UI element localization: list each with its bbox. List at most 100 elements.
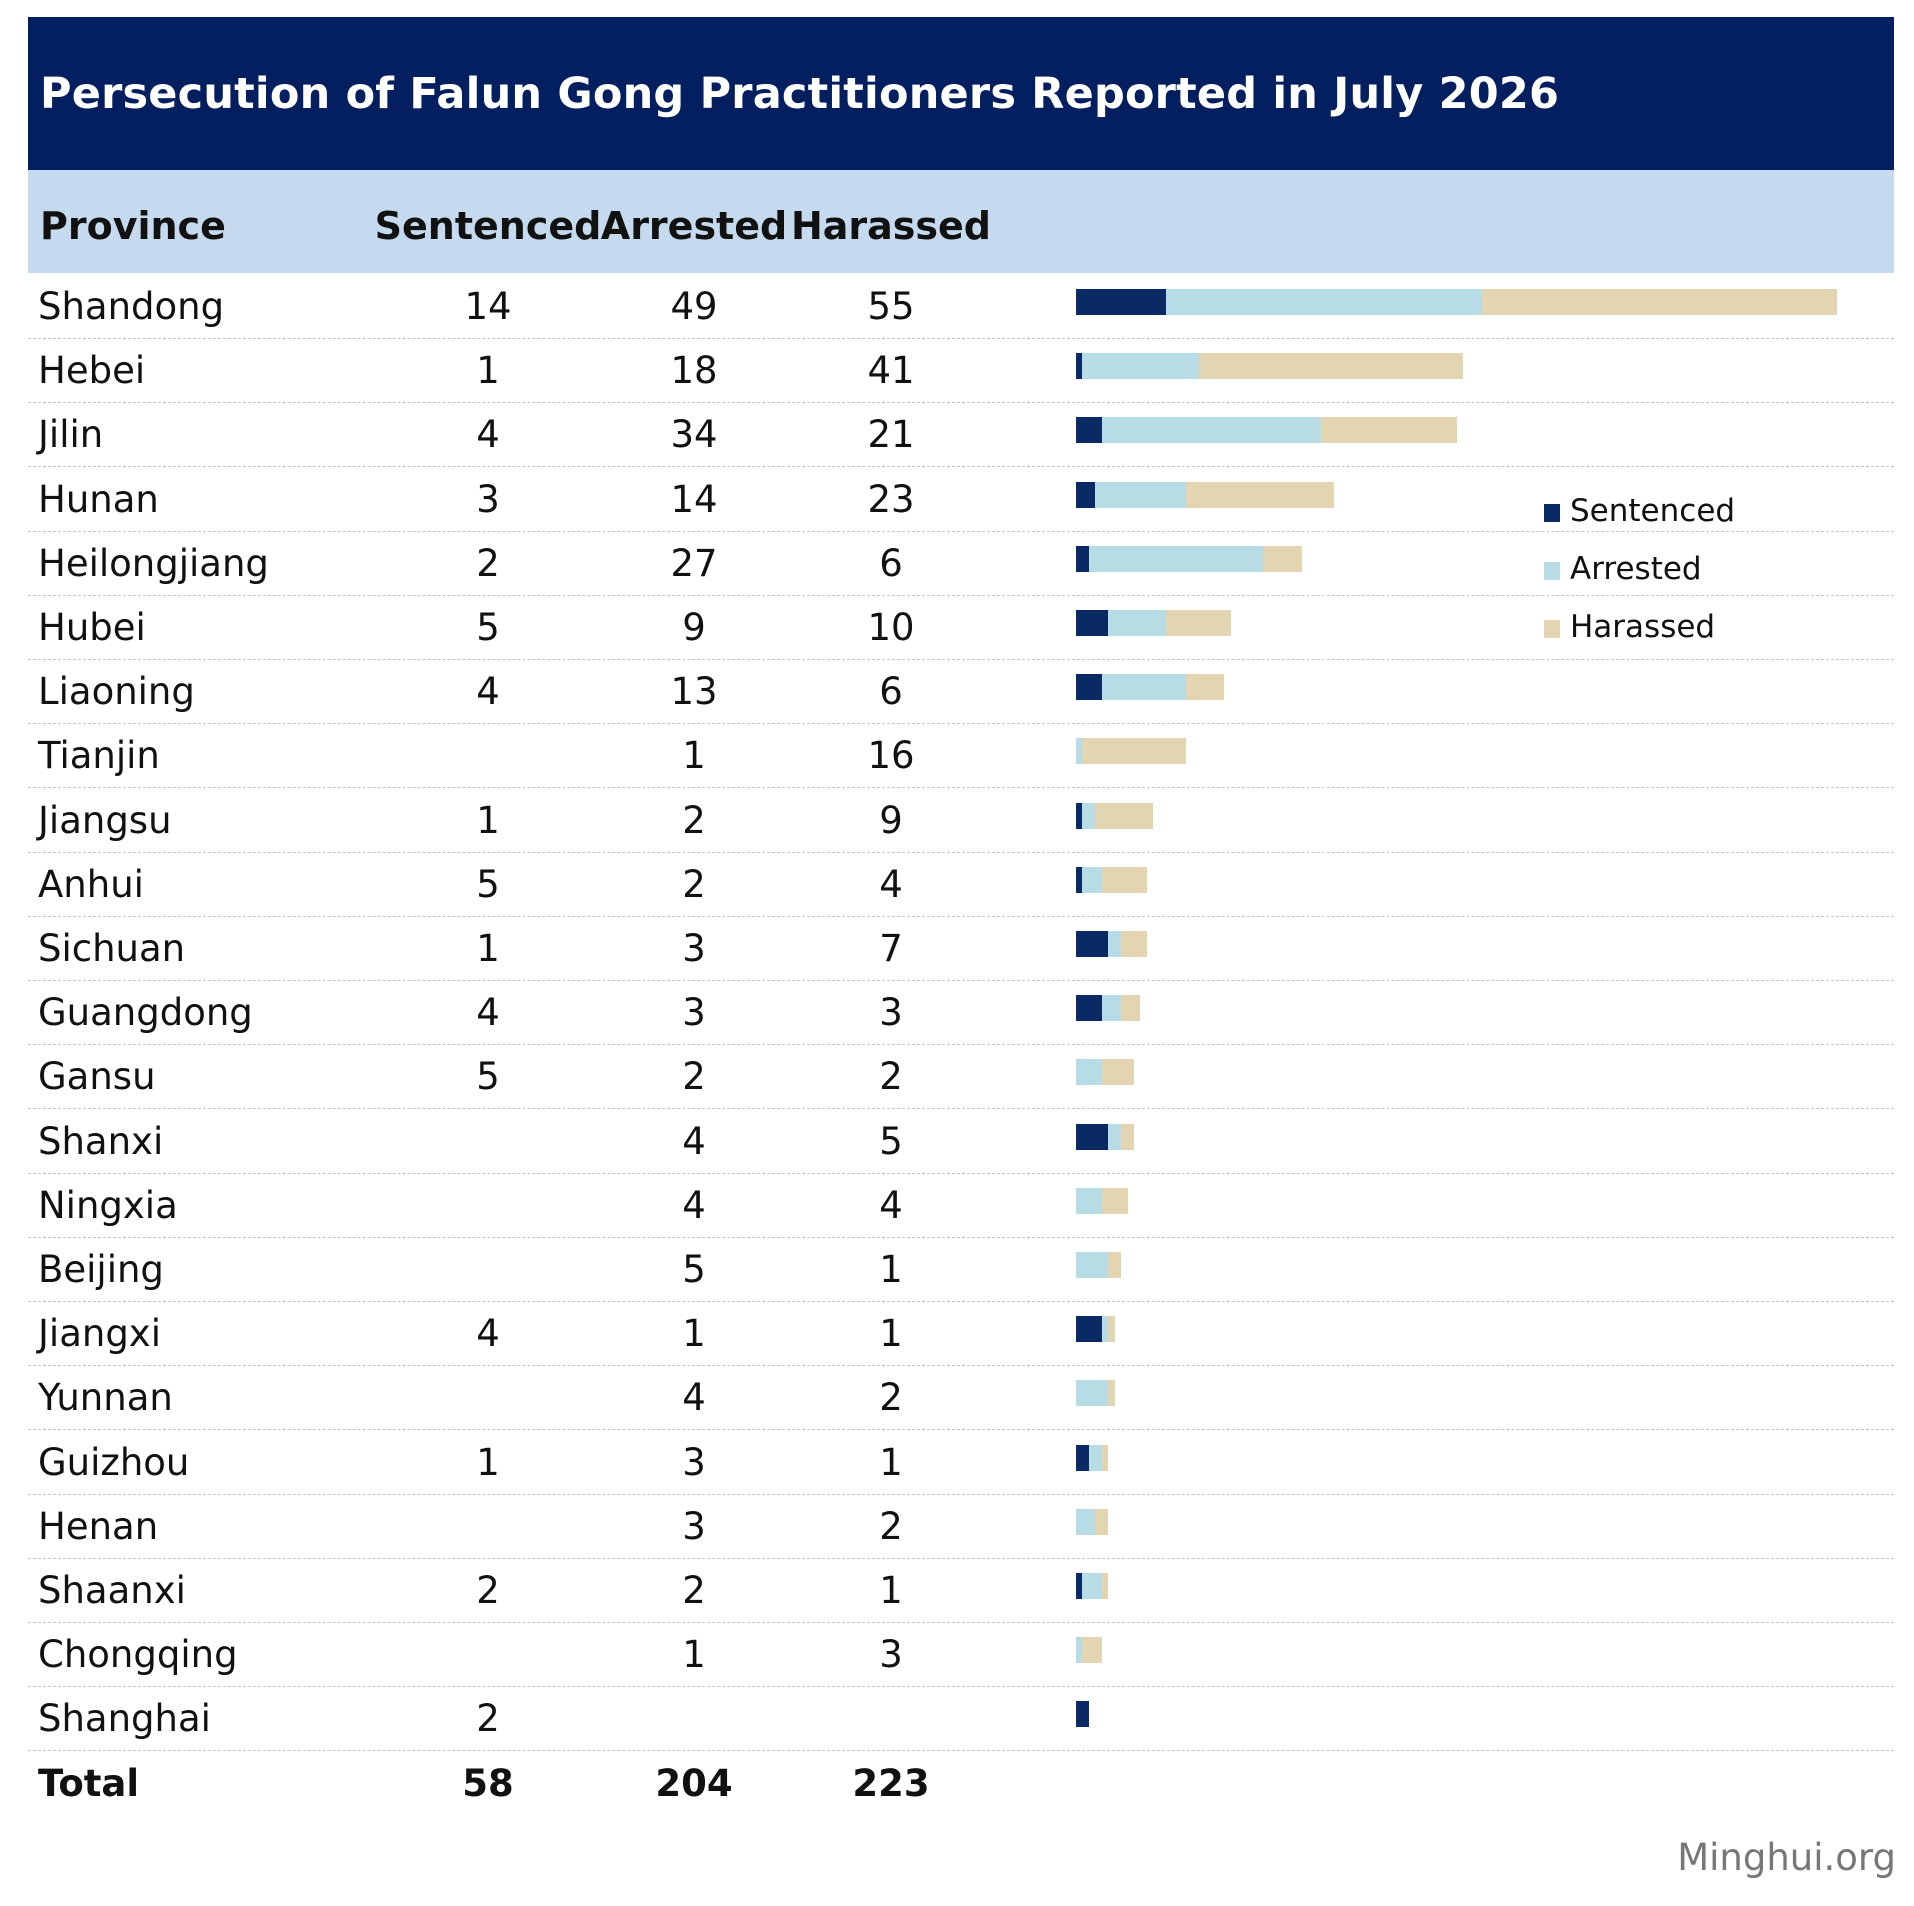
arrested-cell: 14 [670,477,718,521]
bar-harassed-shaanxi [1101,1573,1109,1599]
total-arrested: 204 [655,1761,733,1805]
harassed-cell: 3 [879,991,903,1035]
row-divider [28,1236,1894,1238]
bar-harassed-guangdong [1121,995,1141,1022]
bar-arrested-guizhou [1088,1444,1102,1471]
table-row: Chongqing 1 3 [28,1623,1894,1688]
sentenced-cell: 2 [476,541,500,585]
bar-sentenced-guizhou [1076,1444,1089,1471]
row-divider [28,338,1894,339]
sentenced-cell: 14 [464,285,512,328]
province-cell: Tianjin [38,734,160,778]
table-row: Gansu 5 2 2 [28,1045,1894,1110]
harassed-cell: 2 [879,1055,903,1099]
table-row: Shaanxi 2 2 1 [28,1559,1894,1623]
harassed-cell: 4 [879,862,903,906]
row-divider [28,1044,1894,1046]
row-divider [28,787,1894,789]
bar-arrested-yunnan [1076,1380,1109,1407]
arrested-cell: 3 [682,1504,706,1548]
row-divider [28,1686,1894,1688]
harassed-cell: 1 [879,1248,903,1291]
arrested-cell: 1 [682,734,706,778]
bar-harassed-tianjin [1082,738,1186,765]
bar-arrested-beijing [1076,1252,1109,1278]
bar-harassed-beijing [1108,1252,1122,1278]
bar-harassed-shanxi [1121,1123,1135,1150]
arrested-cell: 18 [670,349,718,393]
table-row: Shanghai 2 [28,1687,1894,1752]
row-divider [28,915,1894,917]
province-cell: Hunan [38,477,159,521]
row-divider [28,1493,1894,1495]
bar-sentenced-sichuan [1076,931,1109,957]
province-cell: Beijing [38,1248,164,1291]
province-cell: Shanxi [38,1119,164,1163]
table-row: Sichuan 1 3 7 [28,917,1894,981]
harassed-cell: 21 [867,413,915,457]
row-divider [28,980,1894,981]
row-divider [28,1365,1894,1367]
bar-sentenced-hubei [1076,610,1109,636]
bar-harassed-shandong [1482,289,1838,315]
bar-sentenced-shandong [1076,289,1167,315]
bar-arrested-liaoning [1101,674,1186,701]
province-cell: Henan [38,1504,159,1548]
row-divider [28,1557,1894,1559]
arrested-cell: 9 [682,606,706,649]
bar-arrested-heilongjiang [1088,545,1264,572]
bar-sentenced-shanxi [1076,1123,1109,1150]
row-divider [28,1301,1894,1302]
harassed-cell: 41 [867,349,915,393]
sentenced-cell: 1 [476,1440,500,1484]
bar-harassed-heilongjiang [1263,545,1302,572]
bar-harassed-ningxia [1101,1187,1128,1214]
harassed-cell: 23 [867,477,915,521]
sentenced-cell: 1 [476,927,500,970]
bar-sentenced-jiangxi [1076,1316,1102,1343]
province-cell: Jilin [38,413,104,457]
sentenced-column-header: Sentenced [374,204,602,248]
sentenced-cell: 2 [476,1697,500,1741]
bar-arrested-shandong [1166,289,1483,315]
table-row: Hubei 5 9 10 [28,596,1894,660]
legend-swatch-arrested [1544,562,1560,580]
province-cell: Hebei [38,349,146,393]
harassed-cell: 1 [879,1440,903,1484]
sentenced-cell: 3 [476,477,500,521]
bar-harassed-jiangsu [1095,802,1154,829]
sentenced-cell: 4 [476,991,500,1035]
bar-sentenced-hunan [1076,481,1096,508]
bar-harassed-jilin [1321,417,1457,444]
sentenced-cell: 5 [476,862,500,906]
sentenced-cell: 4 [476,670,500,714]
bar-arrested-jilin [1101,417,1322,444]
harassed-cell: 6 [879,670,903,714]
harassed-cell: 9 [879,798,903,842]
sentenced-cell: 4 [476,413,500,457]
arrested-cell: 3 [682,927,706,970]
bar-harassed-henan [1095,1508,1109,1535]
arrested-cell: 5 [682,1248,706,1291]
table-row: Shanxi 4 5 [28,1110,1894,1174]
province-cell: Anhui [38,862,144,906]
legend-label: Sentenced [1570,493,1736,529]
bar-harassed-hubei [1166,610,1231,636]
bar-harassed-jiangxi [1108,1316,1115,1343]
bar-arrested-jiangsu [1082,802,1096,829]
bar-sentenced-shanghai [1076,1701,1089,1728]
row-divider [28,659,1894,660]
column-header-row: Province Sentenced Arrested Harassed [28,170,1894,273]
arrested-cell: 2 [682,1055,706,1099]
sentenced-cell: 5 [476,606,500,649]
total-label: Total [38,1761,140,1805]
bar-arrested-gansu [1076,1059,1102,1086]
table-row: Anhui 5 2 4 [28,853,1894,917]
bar-sentenced-jiangsu [1076,802,1083,829]
bar-arrested-hubei [1108,610,1167,636]
bar-harassed-hebei [1198,353,1463,380]
bar-sentenced-hebei [1076,353,1083,380]
province-cell: Gansu [38,1055,156,1099]
bar-arrested-sichuan [1108,931,1122,957]
arrested-cell: 13 [670,670,718,714]
